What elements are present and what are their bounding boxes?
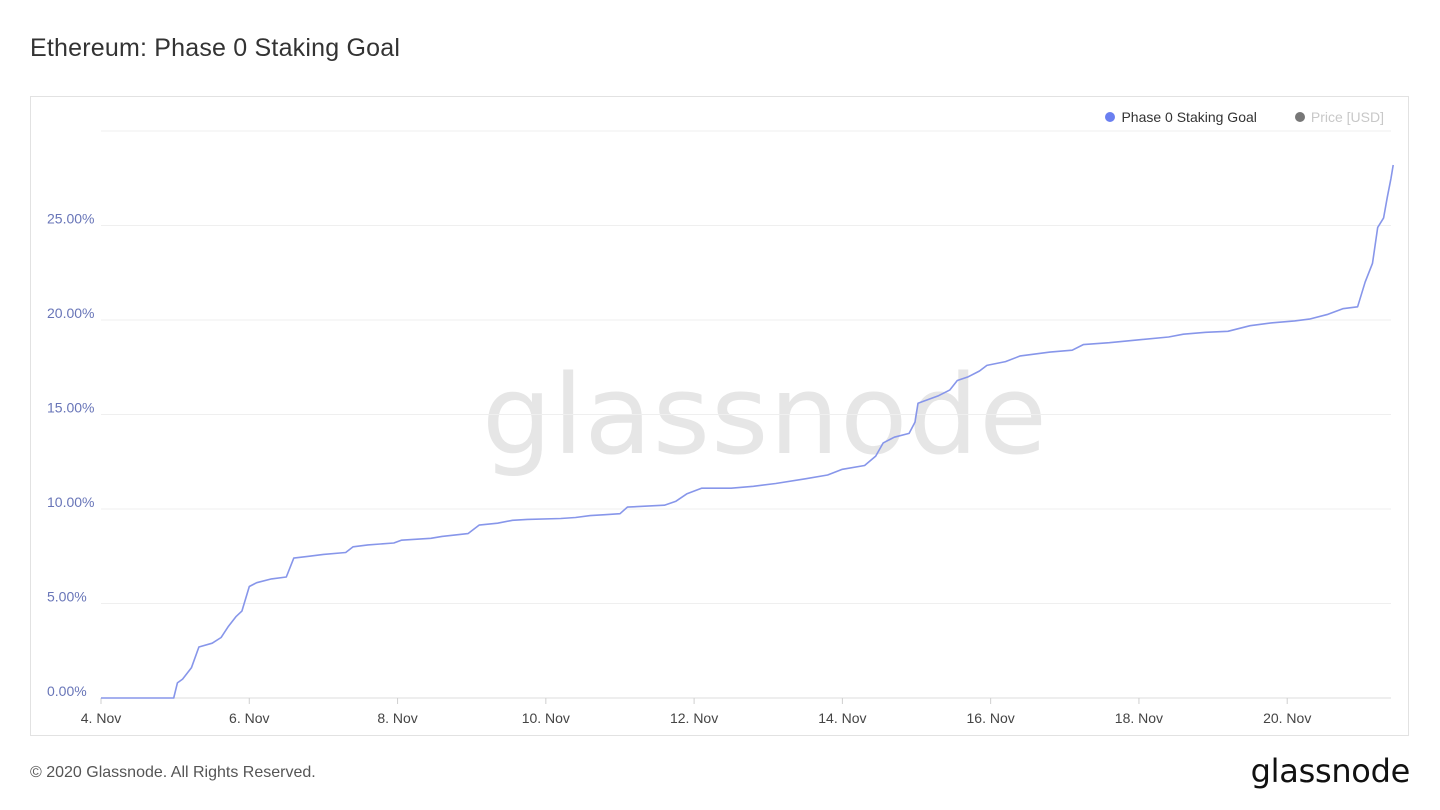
y-tick-label: 5.00% — [47, 589, 87, 605]
page-title: Ethereum: Phase 0 Staking Goal — [30, 34, 401, 62]
legend-item-staking-goal[interactable]: Phase 0 Staking Goal — [1105, 109, 1257, 125]
glassnode-logo[interactable]: glassnode — [1250, 752, 1411, 790]
chart-canvas: 0.00% 5.00% 10.00% 15.00% 20.00% 25.00% 4. Nov… — [47, 130, 1394, 726]
legend-dot-staking-goal — [1105, 112, 1116, 122]
x-tick-label: 20. Nov — [1263, 710, 1311, 726]
y-tick-label: 10.00% — [47, 494, 94, 510]
legend-label: Phase 0 Staking Goal — [1121, 109, 1257, 125]
chart-panel: glassnode 0.00% 5.00% 10.00% 15.00% 20.00% 25… — [30, 96, 1409, 736]
x-tick-label: 8. Nov — [377, 710, 417, 726]
y-tick-label: 0.00% — [47, 683, 87, 699]
x-tick-label: 14. Nov — [818, 710, 866, 726]
legend-label: Price [USD] — [1310, 109, 1384, 125]
x-tick-label: 18. Nov — [1115, 710, 1163, 726]
legend-dot-price — [1294, 112, 1305, 122]
x-tick-label: 4. Nov — [81, 710, 121, 726]
legend-item-price[interactable]: Price [USD] — [1294, 109, 1384, 125]
y-tick-label: 20.00% — [47, 305, 94, 321]
x-tick-label: 6. Nov — [229, 710, 269, 726]
chart-legend: Phase 0 Staking Goal Price [USD] — [1105, 109, 1384, 125]
x-tick-label: 12. Nov — [670, 710, 718, 726]
copyright-text: © 2020 Glassnode. All Rights Reserved. — [30, 764, 316, 781]
series-line-staking-goal — [101, 164, 1394, 699]
y-tick-label: 25.00% — [47, 211, 94, 227]
x-tick-label: 16. Nov — [967, 710, 1015, 726]
x-tick-label: 10. Nov — [522, 710, 570, 726]
y-tick-label: 15.00% — [47, 400, 94, 416]
